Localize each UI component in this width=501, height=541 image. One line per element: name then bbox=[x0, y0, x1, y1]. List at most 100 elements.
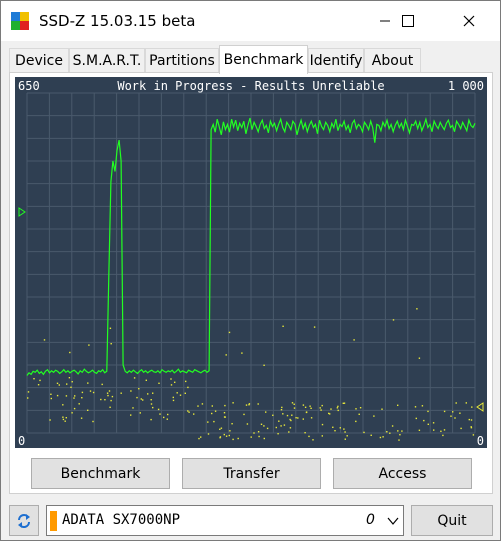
scatter-dot bbox=[140, 398, 142, 400]
scatter-dot bbox=[213, 420, 215, 423]
scatter-dot bbox=[139, 412, 141, 414]
scatter-dot bbox=[342, 402, 344, 404]
scatter-dot bbox=[62, 404, 64, 406]
scatter-dot bbox=[111, 395, 114, 398]
scatter-dot bbox=[211, 405, 213, 407]
window-title: SSD-Z 15.03.15 beta bbox=[39, 12, 196, 30]
scatter-dot bbox=[309, 405, 311, 407]
scatter-dot bbox=[65, 395, 68, 397]
scatter-dot bbox=[293, 407, 296, 409]
scatter-dot bbox=[319, 407, 321, 409]
scatter-dot bbox=[282, 413, 284, 415]
scatter-dot bbox=[174, 381, 176, 383]
scatter-dot bbox=[223, 412, 226, 414]
scatter-dot bbox=[158, 382, 160, 384]
device-select[interactable]: ADATA SX7000NP 0 bbox=[46, 505, 404, 536]
scatter-dot bbox=[179, 394, 182, 396]
scatter-dot bbox=[275, 426, 277, 429]
graph-left-min: 0 bbox=[18, 434, 25, 448]
scatter-dot bbox=[243, 413, 245, 416]
tab-identify[interactable]: Identify bbox=[308, 48, 364, 73]
scatter-dot bbox=[280, 409, 283, 411]
scatter-dot bbox=[69, 351, 71, 354]
scatter-dot bbox=[159, 413, 161, 415]
scatter-dot bbox=[187, 386, 189, 389]
scatter-dot bbox=[228, 331, 231, 334]
scatter-dot bbox=[224, 404, 226, 407]
scatter-dot bbox=[136, 396, 138, 399]
scatter-dot bbox=[62, 416, 64, 418]
scatter-dot bbox=[257, 431, 260, 433]
scatter-dot bbox=[391, 425, 394, 427]
scatter-dot bbox=[290, 419, 292, 422]
scatter-dot bbox=[248, 404, 250, 406]
scatter-dot bbox=[104, 399, 106, 401]
scatter-dot bbox=[80, 417, 83, 419]
scatter-dot bbox=[184, 392, 186, 394]
scatter-dot bbox=[339, 427, 341, 429]
scatter-dot bbox=[344, 438, 346, 440]
graph-canvas: Work in Progress - Results Unreliable 65… bbox=[18, 79, 484, 448]
scatter-dot bbox=[470, 427, 473, 429]
scatter-dot bbox=[223, 433, 225, 436]
minimize-icon bbox=[380, 20, 390, 22]
device-name: ADATA SX7000NP bbox=[62, 512, 181, 528]
scatter-dot bbox=[107, 394, 109, 397]
scatter-dot bbox=[450, 415, 452, 417]
chevron-down-icon bbox=[387, 517, 399, 525]
scatter-dot bbox=[455, 402, 457, 404]
title-bar: SSD-Z 15.03.15 beta bbox=[1, 1, 500, 41]
graph-grid bbox=[26, 92, 476, 434]
tab-benchmark[interactable]: Benchmark bbox=[219, 45, 308, 74]
scatter-dot bbox=[289, 418, 291, 421]
tab-device[interactable]: Device bbox=[9, 48, 69, 73]
scatter-dot bbox=[289, 427, 292, 429]
scatter-dot bbox=[231, 423, 233, 425]
scatter-dot bbox=[472, 434, 475, 436]
scatter-dot bbox=[321, 435, 323, 437]
tab-partitions[interactable]: Partitions bbox=[145, 48, 219, 73]
scatter-dot bbox=[246, 423, 249, 425]
refresh-button[interactable] bbox=[9, 505, 39, 536]
transfer-button[interactable]: Transfer bbox=[182, 458, 321, 489]
scatter-dot bbox=[293, 403, 295, 405]
graph-series-line bbox=[26, 116, 476, 376]
scatter-dot bbox=[92, 420, 94, 423]
minimize-button[interactable] bbox=[362, 1, 408, 41]
scatter-dot bbox=[64, 420, 66, 422]
scatter-dot bbox=[193, 413, 195, 415]
scatter-dot bbox=[214, 410, 217, 412]
access-button[interactable]: Access bbox=[333, 458, 472, 489]
benchmark-button[interactable]: Benchmark bbox=[31, 458, 170, 489]
close-button[interactable] bbox=[446, 1, 492, 41]
maximize-button[interactable] bbox=[385, 1, 431, 41]
tab-smart[interactable]: S.M.A.R.T. bbox=[69, 48, 145, 73]
scatter-dot bbox=[389, 432, 391, 434]
scatter-dot bbox=[433, 429, 435, 431]
scatter-dot bbox=[70, 386, 72, 388]
scatter-dot bbox=[392, 319, 395, 321]
scatter-dot bbox=[336, 407, 339, 409]
scatter-dot bbox=[471, 406, 473, 408]
scatter-dot bbox=[138, 388, 140, 390]
scatter-dot bbox=[295, 417, 297, 419]
scatter-dot bbox=[416, 308, 418, 310]
scatter-dot bbox=[43, 339, 46, 341]
scatter-dot bbox=[343, 428, 345, 430]
scatter-dot bbox=[87, 409, 89, 411]
scatter-dot bbox=[65, 417, 67, 419]
scatter-dot bbox=[280, 425, 282, 427]
scatter-dot bbox=[219, 428, 221, 430]
scatter-dot bbox=[440, 430, 442, 432]
scatter-dot bbox=[100, 398, 102, 401]
tab-about[interactable]: About bbox=[364, 48, 421, 73]
scatter-dot bbox=[250, 436, 252, 438]
quit-button[interactable]: Quit bbox=[411, 505, 493, 536]
scatter-dot bbox=[263, 425, 265, 427]
scatter-dot bbox=[62, 418, 65, 421]
scatter-dot bbox=[302, 418, 304, 420]
scatter-dot bbox=[330, 408, 332, 410]
scatter-dot bbox=[147, 393, 149, 395]
scatter-dot bbox=[50, 397, 52, 400]
